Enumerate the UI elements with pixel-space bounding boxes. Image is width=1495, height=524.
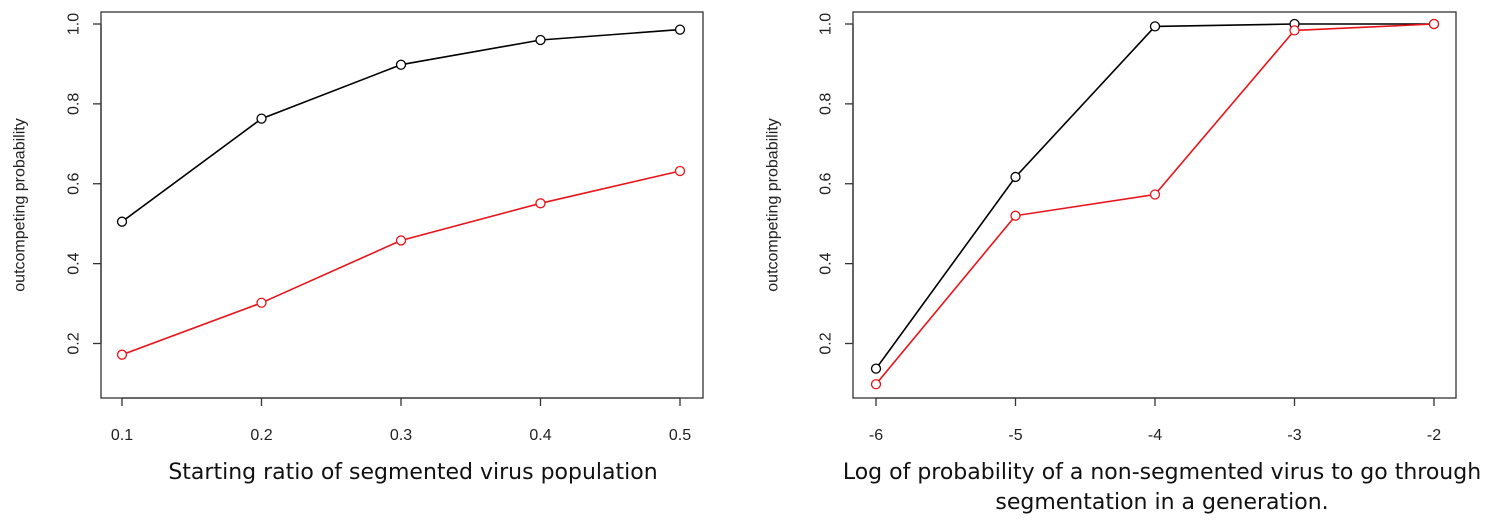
plot-frame-right: [852, 11, 1457, 399]
y-tick-label: 0.2: [818, 332, 835, 354]
data-point-black: [256, 113, 267, 124]
y-tick-label: 1.0: [818, 13, 835, 35]
y-tick-label: 0.6: [818, 173, 835, 195]
y-axis-label-left: outcompeting probability: [12, 118, 29, 291]
x-tick-label: 0.2: [250, 427, 272, 444]
data-point-black: [870, 363, 882, 374]
data-point-red: [256, 297, 267, 308]
data-point-black: [674, 24, 686, 35]
x-tick-label: -2: [1427, 427, 1441, 444]
x-tick-label: -4: [1148, 427, 1162, 444]
data-point-red: [1010, 210, 1021, 221]
x-tick-label: 0.3: [390, 427, 412, 444]
data-point-black: [1149, 21, 1161, 32]
y-tick-label: 0.4: [818, 252, 835, 274]
y-tick-label: 0.6: [66, 173, 83, 195]
x-tick-label: -6: [869, 427, 883, 444]
data-point-black: [1010, 171, 1021, 183]
x-tick-label: 0.1: [111, 427, 133, 444]
y-tick-label: 0.8: [66, 93, 83, 115]
chart-panel-right: -6 -5 -4 -3 -2 0.2 0.4 0.6 0.8 1.0 outcompeting pr…: [765, 11, 1457, 444]
series-line-red: [121, 170, 681, 356]
y-tick-label: 0.2: [66, 332, 83, 354]
data-point-black: [535, 34, 546, 46]
data-point-red: [870, 379, 882, 390]
x-tick-label: -3: [1287, 427, 1301, 444]
chart-panel-left: 0.1 0.2 0.3 0.4 0.5 0.2 0.4 0.6 0.8 1.0 outcompeti…: [12, 11, 704, 444]
x-axis-label-right: Log of probability of a non-segmented vi…: [842, 460, 1482, 515]
data-point-red: [674, 165, 686, 177]
y-tick-label: 0.8: [818, 93, 835, 115]
plot-frame-left: [100, 11, 704, 399]
x-tick-label: 0.5: [669, 427, 691, 444]
y-tick-label: 1.0: [66, 13, 83, 35]
data-point-red: [1289, 25, 1300, 36]
series-line-red: [875, 23, 1435, 385]
data-point-black: [395, 59, 407, 70]
data-point-red: [1428, 18, 1440, 30]
y-tick-label: 0.4: [66, 252, 83, 274]
x-tick-label: -5: [1008, 427, 1022, 444]
data-point-black: [116, 216, 128, 227]
series-line-black: [121, 28, 681, 223]
x-axis-label-left: Starting ratio of segmented virus popula…: [168, 460, 658, 485]
y-axis-label-right: outcompeting probability: [765, 118, 782, 291]
data-point-red: [116, 349, 128, 360]
data-point-red: [535, 198, 546, 209]
data-point-red: [395, 235, 407, 246]
data-point-red: [1149, 189, 1161, 200]
x-tick-label: 0.4: [529, 427, 551, 444]
